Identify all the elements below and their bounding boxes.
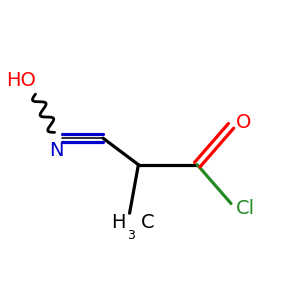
Text: N: N — [49, 141, 63, 160]
Text: O: O — [236, 112, 251, 132]
Text: H: H — [111, 213, 125, 232]
Text: C: C — [140, 213, 154, 232]
Text: HO: HO — [6, 71, 36, 90]
Text: 3: 3 — [127, 229, 134, 242]
Text: Cl: Cl — [236, 199, 255, 218]
